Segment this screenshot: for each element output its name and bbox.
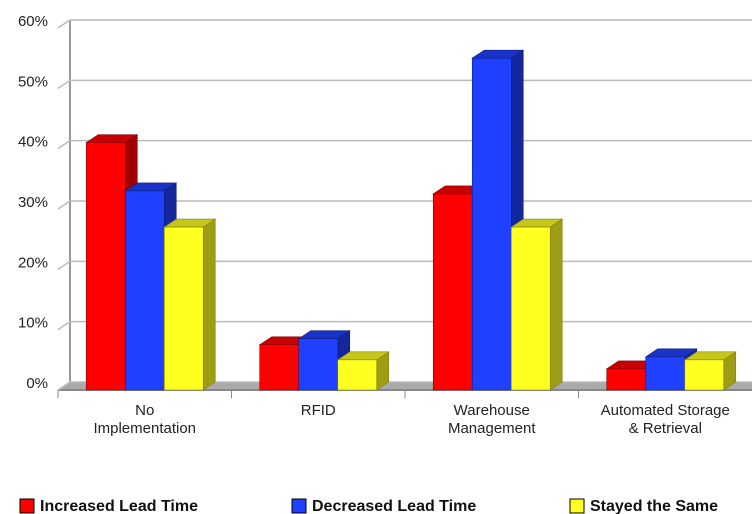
- legend-label: Stayed the Same: [590, 498, 718, 514]
- bar-front: [471, 57, 512, 391]
- bar: [336, 351, 390, 391]
- y-tick-label: 10%: [18, 315, 48, 332]
- bar-side: [202, 218, 216, 391]
- bar-front: [124, 190, 165, 391]
- bar-side: [549, 218, 563, 391]
- y-tick-label: 30%: [18, 194, 48, 211]
- y-tick-label: 60%: [18, 13, 48, 30]
- y-tick-label: 50%: [18, 73, 48, 90]
- grid-line: [57, 139, 752, 150]
- grid-line: [57, 19, 752, 29]
- x-tick-label: No Implementation: [93, 402, 197, 437]
- y-tick-label: 40%: [18, 134, 48, 151]
- x-tick-label: Automated Storage & Retrieval: [600, 402, 730, 437]
- x-tick-label: RFID: [300, 402, 336, 419]
- bar-front: [298, 338, 339, 391]
- legend-swatch: [569, 498, 585, 514]
- grid-line: [57, 79, 752, 89]
- y-tick-label: 0%: [26, 375, 48, 392]
- bar-front: [684, 359, 725, 391]
- bar-front: [259, 344, 300, 391]
- bar-front: [432, 193, 473, 391]
- bar-front: [510, 226, 551, 391]
- bar: [163, 218, 217, 391]
- bar-front: [606, 368, 647, 391]
- bar-front: [337, 359, 378, 391]
- legend-swatch: [19, 498, 35, 514]
- x-tick-label: Warehouse Management: [447, 402, 536, 437]
- y-tick-label: 20%: [18, 254, 48, 271]
- bar-front: [645, 356, 686, 391]
- legend-label: Increased Lead Time: [40, 498, 198, 514]
- bar: [683, 351, 737, 391]
- bar-front: [85, 142, 126, 391]
- bar: [510, 218, 564, 391]
- legend-swatch: [291, 498, 307, 514]
- legend-label: Decreased Lead Time: [312, 498, 476, 514]
- floor: [58, 382, 752, 390]
- grid-line: [57, 200, 752, 210]
- bar-front: [163, 226, 204, 391]
